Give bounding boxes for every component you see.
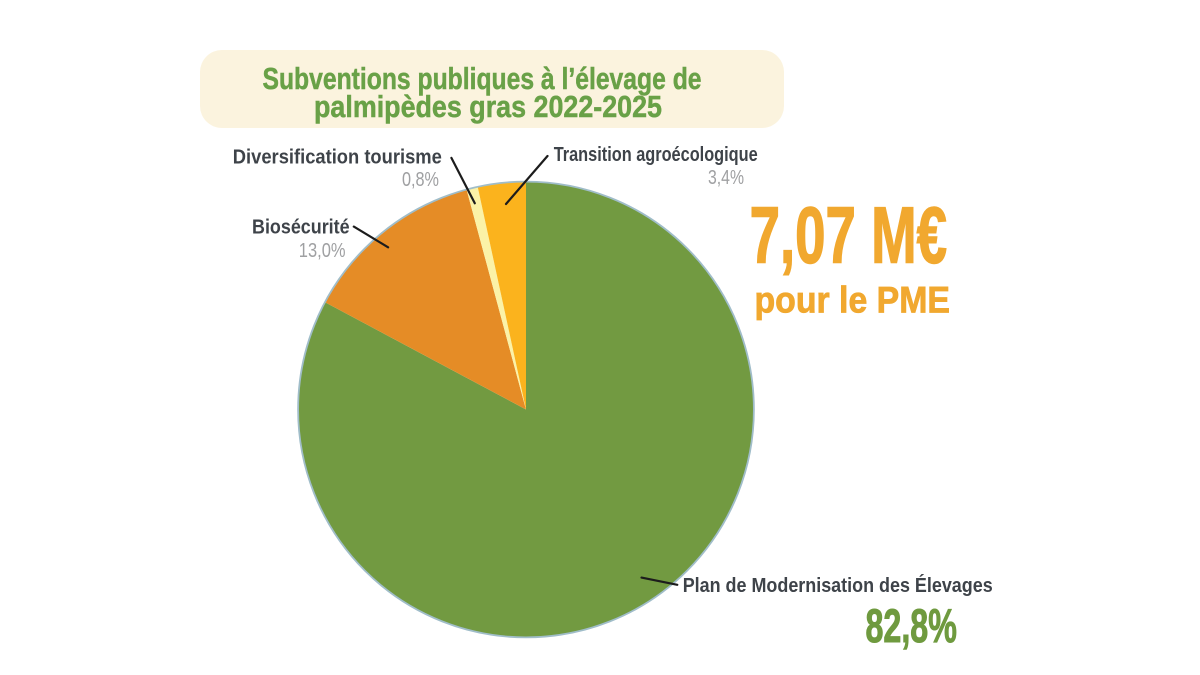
svg-text:palmipèdes gras 2022-2025: palmipèdes gras 2022-2025: [314, 89, 662, 124]
svg-text:Diversification tourisme: Diversification tourisme: [233, 146, 442, 168]
svg-text:Plan de Modernisation des Élev: Plan de Modernisation des Élevages: [683, 574, 993, 597]
svg-text:Biosécurité: Biosécurité: [252, 217, 350, 239]
svg-text:3,4%: 3,4%: [708, 167, 744, 189]
svg-text:Subventions publiques à l’élev: Subventions publiques à l’élevage de: [263, 61, 702, 96]
svg-text:7,07 M€: 7,07 M€: [750, 190, 947, 279]
svg-text:13,0%: 13,0%: [299, 240, 346, 262]
svg-text:0,8%: 0,8%: [402, 169, 439, 191]
svg-text:pour le PME: pour le PME: [755, 280, 951, 321]
svg-text:Transition agroécologique: Transition agroécologique: [554, 144, 758, 166]
svg-text:82,8%: 82,8%: [866, 599, 957, 652]
